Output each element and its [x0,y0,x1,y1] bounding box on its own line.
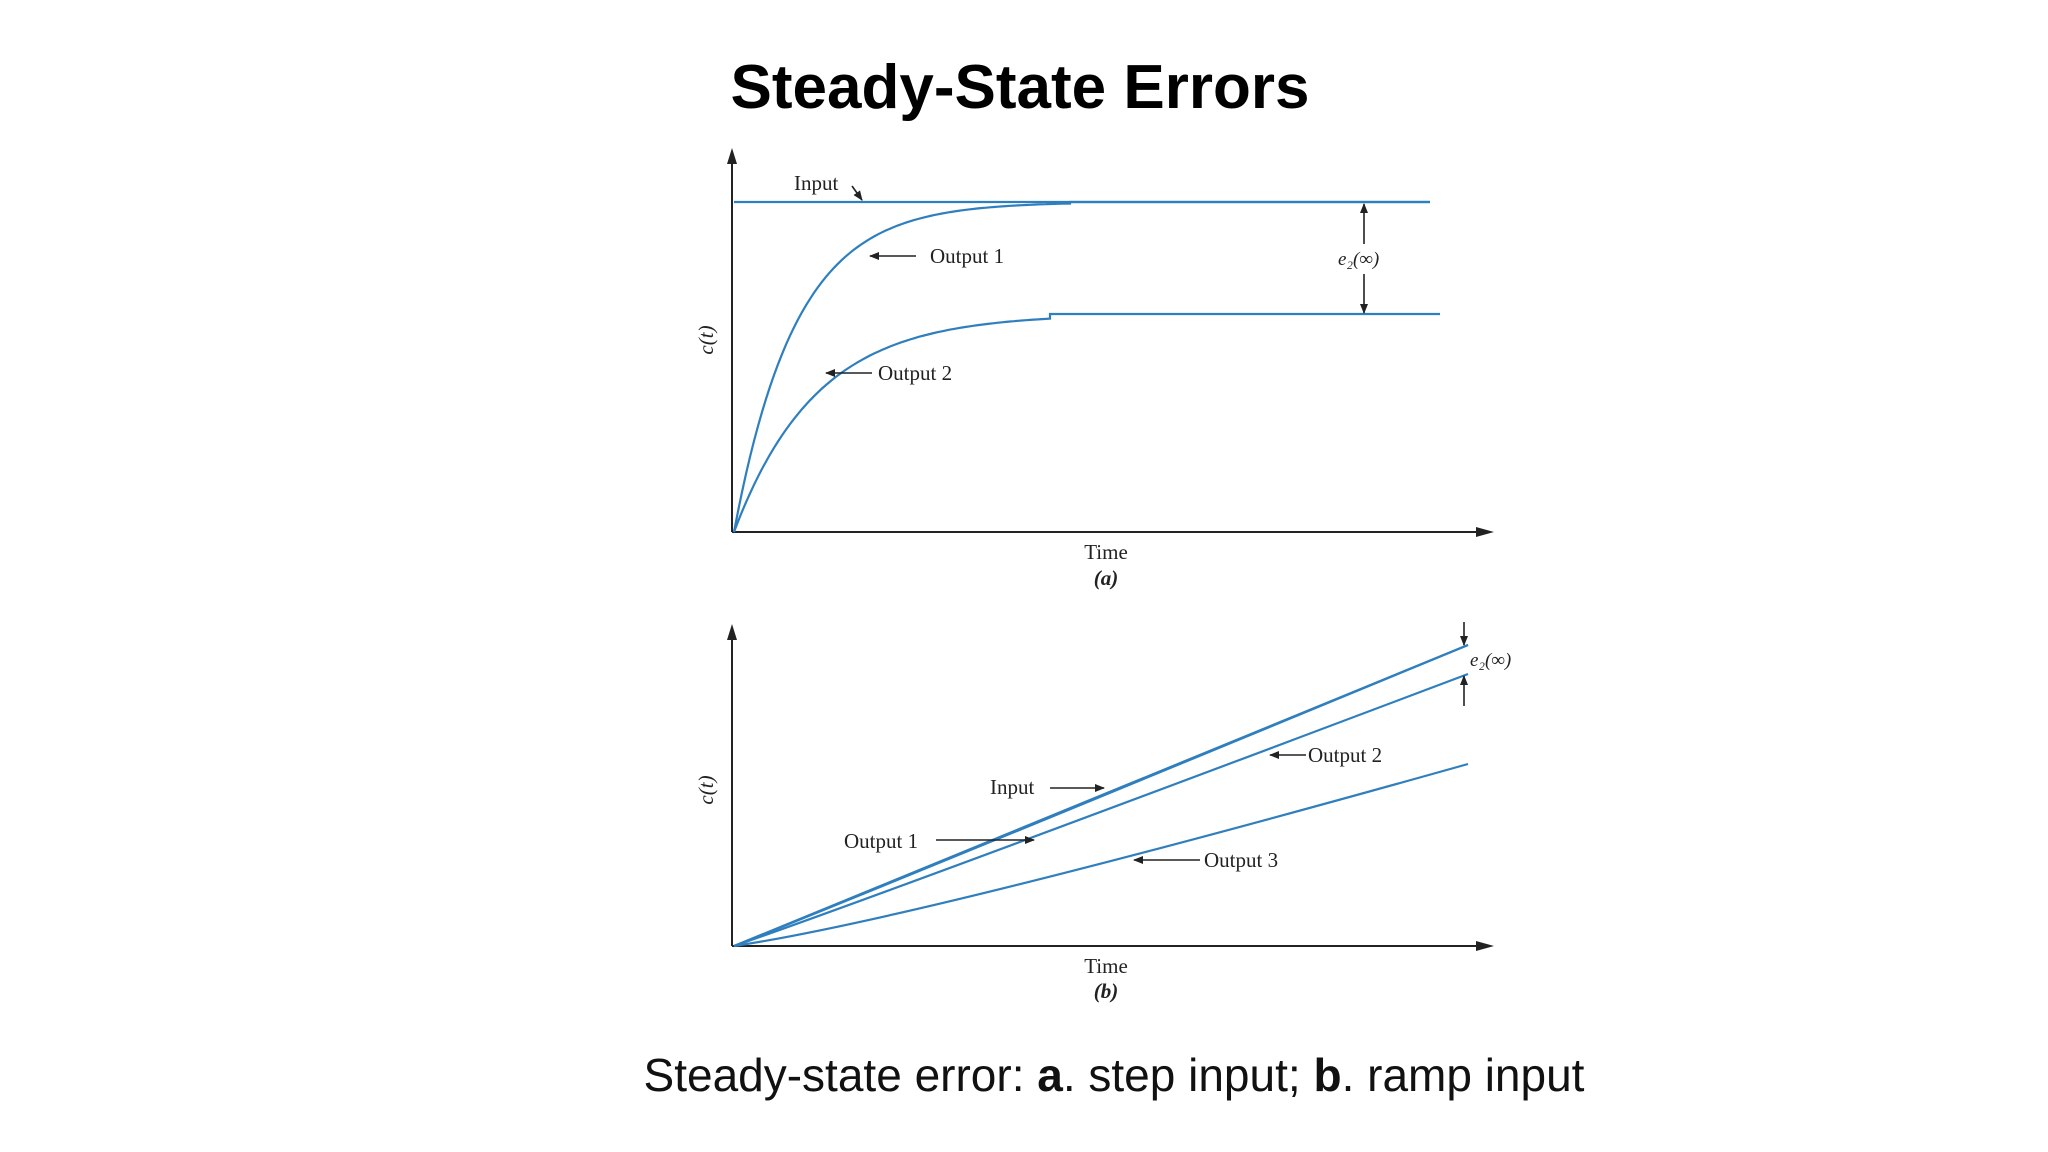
diagram-a-output1-curve [732,200,1430,533]
diagram-a-output2-curve [732,312,1440,533]
diagram-a-sublabel: (a) [1094,566,1119,590]
figure-caption: Steady-state error: a. step input; b. ra… [0,1048,2048,1102]
diagram-a-output2-label: Output 2 [878,361,952,385]
slide-title: Steady-State Errors [730,53,1310,122]
caption-a-text: . step input; [1062,1049,1314,1101]
diagram-a-x-label: Time [1084,540,1128,564]
diagram-b-x-axis-arrow [1476,941,1494,951]
diagram-b-sublabel: (b) [1094,979,1119,1003]
diagram-b: Input Output 1 Output 2 Output 3 e₂(∞) T… [694,622,1511,1003]
diagram-a-y-label: c(t) [694,325,718,354]
diagram-b-y-axis-arrow [727,624,737,640]
diagram-b-output3-curve [733,762,1469,948]
diagram-b-x-label: Time [1084,954,1128,978]
caption-letter-b: b [1313,1049,1342,1101]
diagram-b-output1-label: Output 1 [844,829,918,853]
diagram-a-x-axis-arrow [1476,527,1494,537]
diagram-b-y-label: c(t) [694,775,718,804]
diagram-a-input-pointer [851,185,863,201]
diagram-a-output1-label: Output 1 [930,244,1004,268]
diagram-b-output1-curve [733,643,1469,948]
caption-b-text: . ramp input [1341,1049,1585,1101]
diagram-b-output3-label: Output 3 [1204,848,1278,872]
diagram-b-input-label: Input [990,775,1034,799]
diagram-b-error-label: e₂(∞) [1470,650,1511,671]
diagram-b-output2-label: Output 2 [1308,743,1382,767]
diagram-a: Input Output 1 Output 2 e₂(∞) Time (a) c… [694,148,1494,590]
diagram-a-y-axis-arrow [727,148,737,164]
diagram-a-error-label: e₂(∞) [1338,249,1379,270]
caption-letter-a: a [1037,1049,1063,1101]
diagram-b-output2-curve [733,672,1469,948]
caption-prefix: Steady-state error: [643,1049,1038,1101]
diagram-a-input-label: Input [794,171,838,195]
